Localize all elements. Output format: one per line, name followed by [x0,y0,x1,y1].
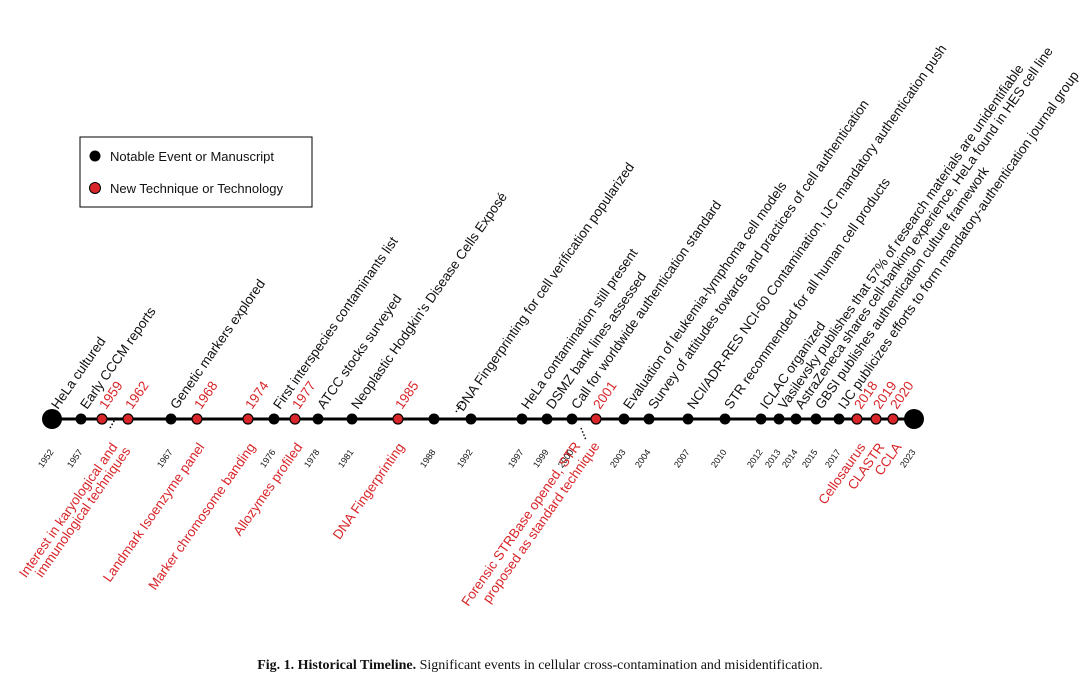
event-dot [773,413,785,425]
year-tick-label: 2014 [780,447,800,469]
technique-year-label: 1974 [242,378,272,412]
connector-dots [580,427,587,441]
technique-dot [887,413,899,425]
event-dot [719,413,731,425]
legend-technique-dot [89,182,101,194]
technique-dot [870,413,882,425]
event-dot [643,413,655,425]
event-dot [75,413,87,425]
event-dot [312,413,324,425]
year-tick-label: 2004 [633,447,653,469]
technique-dot [590,413,602,425]
year-tick-label: 1981 [336,447,356,469]
event-dot [268,413,280,425]
year-tick-label: 1967 [155,447,175,469]
timeline-marks: 1952 1957 1967 1976 1978 1981 1988 1992 1997 1999… [16,42,1080,609]
technique-dot [289,413,301,425]
event-dot [682,413,694,425]
legend-notable-label: Notable Event or Manuscript [110,149,274,164]
connector-dots [455,399,465,413]
legend-box [79,136,313,208]
technique-dot [191,413,203,425]
event-dot [833,413,845,425]
technique-label: Forensic STRBase opened, STR [458,439,583,609]
endpoint-dot [904,409,924,429]
event-dot [346,413,358,425]
legend-notable-dot [89,150,101,162]
event-dot [516,413,528,425]
event-dot [755,413,767,425]
technique-year-label: 1962 [122,379,152,412]
year-tick-label: 2012 [745,447,765,469]
technique-dot [392,413,404,425]
event-dot [790,413,802,425]
caption-title: Historical Timeline. [297,658,417,673]
year-tick-label: 1957 [65,447,85,469]
endpoint-dot [42,409,62,429]
year-tick-label: 2007 [672,447,692,469]
event-dot [165,413,177,425]
year-tick-label: 1997 [506,447,526,469]
technique-year-label: 1985 [392,379,422,412]
technique-dot [96,413,108,425]
year-tick-label: 2003 [608,447,628,469]
event-dot [465,413,477,425]
legend-technique-label: New Technique or Technology [110,181,283,196]
year-tick-label: 2013 [763,447,783,469]
year-tick-label: 1952 [36,447,56,469]
year-tick-label: 1999 [531,447,551,469]
event-dot [541,413,553,425]
historical-timeline: Notable Event or Manuscript New Techniqu… [16,42,1080,609]
event-dot [566,413,578,425]
technique-dot [242,413,254,425]
legend: Notable Event or Manuscript New Techniqu… [79,136,313,208]
year-tick-label: 1992 [455,447,475,469]
figure-caption: Fig. 1. Historical Timeline. Significant… [0,658,1080,674]
event-dot [810,413,822,425]
year-tick-label: 2010 [709,447,729,469]
caption-prefix: Fig. 1. [257,658,295,673]
year-tick-label: 1988 [418,447,438,469]
event-dot [618,413,630,425]
year-tick-label: 2015 [800,447,820,469]
technique-dot [851,413,863,425]
event-label: AstraZeneca shares cell-banking experien… [792,44,1056,412]
caption-text: Significant events in cellular cross-con… [419,658,823,673]
event-label: IJC publicizes efforts to form mandatory… [835,68,1080,411]
connector-dots [109,415,118,429]
technique-dot [122,413,134,425]
year-tick-label: 1978 [302,447,322,469]
event-dot [428,413,440,425]
